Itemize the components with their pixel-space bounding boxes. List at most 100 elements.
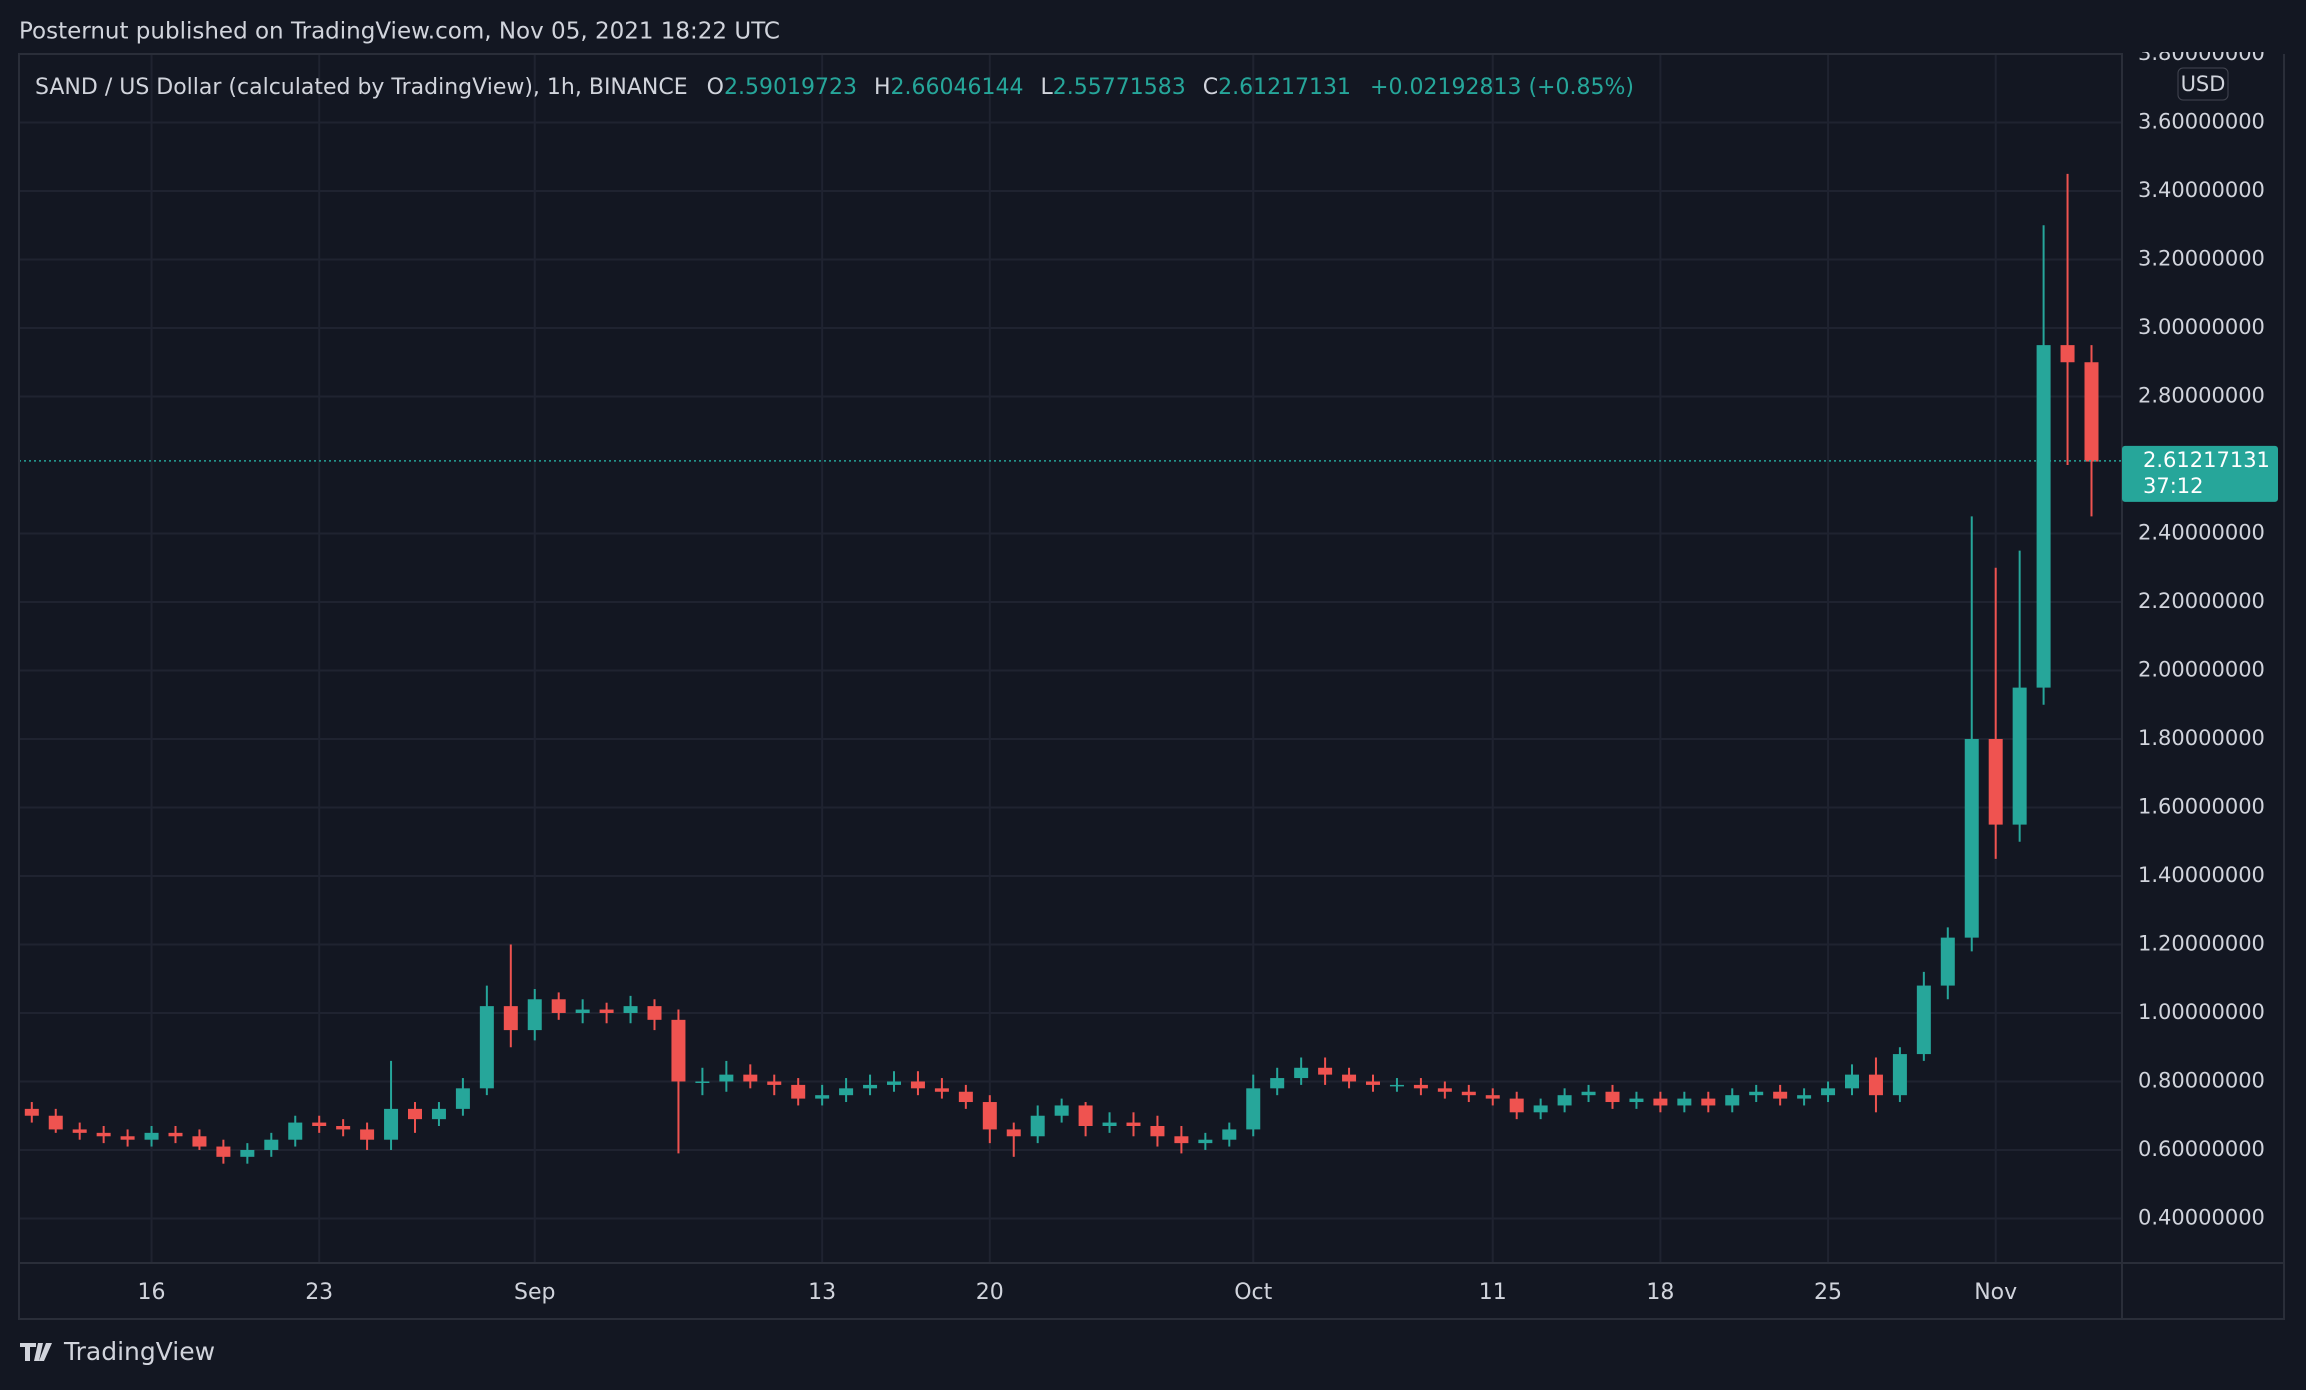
low-label: L <box>1040 75 1053 100</box>
candle-body <box>767 1081 782 1085</box>
candle-body <box>839 1088 854 1096</box>
candle-body <box>240 1149 255 1157</box>
x-tick-label: 25 <box>1814 1280 1842 1305</box>
x-tick-label: Oct <box>1234 1280 1272 1305</box>
candle-body <box>1126 1122 1141 1127</box>
axes: 0.40000000 0.60000000 0.80000000 1.00000000… <box>138 41 2278 1305</box>
y-tick-label: 3.20000000 <box>2138 246 2265 270</box>
candle-body <box>1270 1078 1285 1089</box>
candle-body <box>479 1006 494 1089</box>
candle-body <box>551 999 566 1013</box>
candle-body <box>647 1006 662 1020</box>
y-tick-label: 3.00000000 <box>2138 315 2265 339</box>
candle-body <box>144 1132 159 1140</box>
y-tick-label: 3.40000000 <box>2138 178 2265 202</box>
high-value: 2.66046144 <box>891 75 1024 100</box>
candle-body <box>1653 1098 1668 1106</box>
logo: TradingView <box>20 1337 215 1366</box>
candle-body <box>934 1088 949 1092</box>
symbol: SAND / US Dollar (calculated by TradingV… <box>35 75 688 100</box>
candle-body <box>48 1115 63 1130</box>
y-tick-label: 2.00000000 <box>2138 657 2265 681</box>
candle-body <box>2084 362 2099 462</box>
countdown: 37:12 <box>2143 474 2204 498</box>
candle-body <box>2036 345 2051 688</box>
candle-body <box>1342 1074 1357 1082</box>
x-tick-label: 23 <box>305 1280 333 1305</box>
legend: SAND / US Dollar (calculated by TradingV… <box>35 75 1634 100</box>
candle-body <box>1509 1098 1524 1113</box>
candle-body <box>982 1102 997 1130</box>
candle-body <box>72 1129 87 1133</box>
candle-body <box>1054 1105 1069 1116</box>
y-tick-label: 1.40000000 <box>2138 863 2265 887</box>
candle-body <box>1030 1115 1045 1137</box>
candle-body <box>1533 1105 1548 1113</box>
x-tick-label: Sep <box>514 1280 555 1305</box>
candle-body <box>384 1108 399 1140</box>
candle-body <box>455 1088 470 1109</box>
candle-body <box>1006 1129 1021 1137</box>
candle-body <box>623 1006 638 1013</box>
candle-body <box>1389 1084 1404 1087</box>
close-label: C <box>1203 75 1218 100</box>
candle-body <box>1222 1129 1237 1140</box>
header-bg <box>0 0 2306 52</box>
candle-body <box>1413 1084 1428 1089</box>
candle-body <box>1749 1091 1764 1096</box>
candle-body <box>1150 1126 1165 1137</box>
candle-body <box>2060 345 2075 363</box>
x-tick-label: 16 <box>138 1280 166 1305</box>
x-tick-label: 11 <box>1479 1280 1507 1305</box>
candle-body <box>695 1081 710 1083</box>
candle-body <box>1366 1081 1380 1085</box>
candle-body <box>264 1139 279 1150</box>
last-price-label: 2.61217131 <box>2143 448 2270 472</box>
candle-body <box>1677 1098 1692 1106</box>
candle-body <box>1078 1105 1093 1127</box>
candle-body <box>1294 1067 1309 1079</box>
candle-body <box>1198 1139 1213 1144</box>
close-value: 2.61217131 <box>1218 75 1351 100</box>
candle-body <box>1797 1095 1812 1099</box>
candle-body <box>216 1146 231 1157</box>
open-value: 2.59019723 <box>724 75 857 100</box>
candle-body <box>1821 1088 1836 1096</box>
y-tick-label: 0.80000000 <box>2138 1068 2265 1092</box>
candle-body <box>120 1136 135 1140</box>
currency-box <box>2177 67 2229 101</box>
candle-body <box>503 1006 518 1031</box>
candle-body <box>1581 1091 1596 1096</box>
y-tick-label: 1.20000000 <box>2138 931 2265 955</box>
y-tick-label: 1.80000000 <box>2138 726 2265 750</box>
y-tick-label: 0.60000000 <box>2138 1137 2265 1161</box>
x-tick-label: 13 <box>808 1280 836 1305</box>
header: Posternut published on TradingView.com, … <box>19 19 780 45</box>
candle-body <box>958 1091 973 1103</box>
y-tick-label: 2.40000000 <box>2138 520 2265 544</box>
candle-body <box>360 1129 375 1140</box>
y-tick-label: 2.80000000 <box>2138 383 2265 407</box>
candle-body <box>527 999 542 1031</box>
candle-body <box>791 1084 806 1099</box>
candle-body <box>1916 985 1931 1055</box>
low-value: 2.55771583 <box>1053 75 1186 100</box>
candle-body <box>1892 1054 1907 1096</box>
y-tick-label: 0.40000000 <box>2138 1205 2265 1229</box>
candle-body <box>1629 1098 1644 1103</box>
candle-body <box>671 1019 686 1082</box>
candle-body <box>336 1126 351 1130</box>
y-tick-label: 2.20000000 <box>2138 589 2265 613</box>
logo-icon <box>20 1343 52 1361</box>
candle-body <box>1773 1091 1788 1099</box>
candle-body <box>1557 1095 1572 1106</box>
candle-body <box>192 1136 207 1147</box>
candle-body <box>96 1132 111 1137</box>
currency: USD <box>2181 72 2226 96</box>
candle-body <box>863 1084 878 1089</box>
candle-body <box>168 1132 183 1137</box>
footer: TradingView <box>63 1337 215 1366</box>
y-tick-label: 3.60000000 <box>2138 109 2265 133</box>
